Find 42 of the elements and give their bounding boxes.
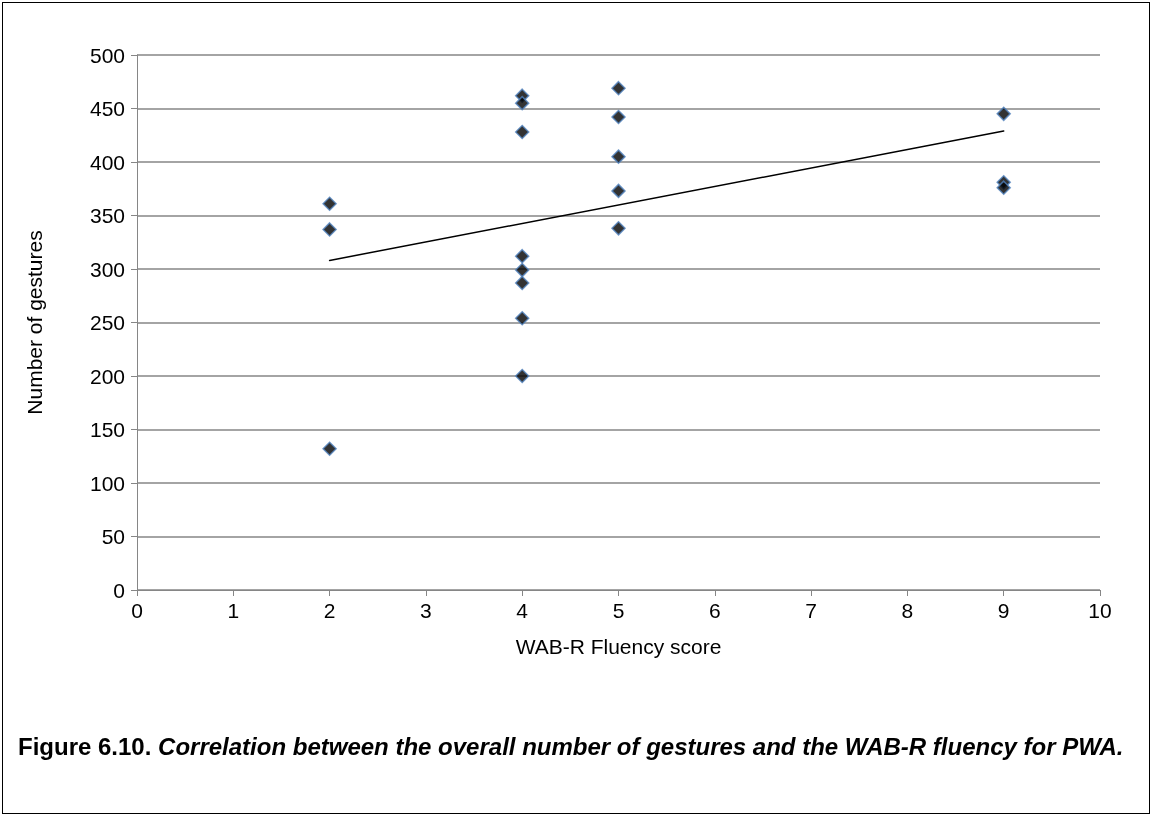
x-tick-label: 5 — [612, 599, 625, 622]
y-tick-label: 400 — [89, 150, 125, 174]
point — [514, 248, 530, 264]
point — [514, 368, 530, 384]
y-tick-label: 200 — [89, 364, 125, 388]
y-tick-label: 300 — [89, 257, 125, 281]
point — [611, 80, 626, 96]
y-tick-label: 450 — [89, 97, 125, 120]
point — [996, 180, 1011, 195]
point — [322, 196, 337, 211]
y-axis-title: Number of gestures — [23, 230, 46, 415]
x-tick-label: 4 — [516, 599, 529, 622]
x-axis-title: WAB-R Fluency score — [515, 635, 722, 658]
y-tick-label: 500 — [89, 43, 125, 67]
x-tick-label: 2 — [323, 599, 336, 622]
point — [322, 222, 337, 237]
point — [611, 221, 626, 236]
y-tick-label: 0 — [113, 578, 125, 602]
x-tick-label: 1 — [227, 599, 240, 622]
y-tick-label: 150 — [89, 418, 125, 441]
y-tick-label: 50 — [101, 525, 125, 548]
point — [611, 149, 626, 164]
point — [514, 124, 530, 140]
x-tick-label: 0 — [131, 599, 143, 622]
point — [611, 109, 626, 125]
x-tick-label: 9 — [997, 599, 1010, 622]
x-tick-label: 7 — [805, 599, 817, 622]
x-tick-label: 6 — [708, 599, 721, 622]
x-tick-label: 8 — [901, 599, 914, 622]
point — [514, 310, 530, 326]
point — [611, 183, 626, 199]
text: Figure 6.10. Correlation between the overall number of gestures and the WAB-R fluency for PWA. — [18, 733, 1124, 760]
point — [996, 106, 1011, 122]
point — [514, 95, 530, 111]
x-tick-label: 3 — [420, 599, 432, 622]
point — [514, 262, 530, 278]
point — [514, 275, 530, 291]
y-tick-label: 100 — [89, 471, 125, 495]
y-tick-label: 350 — [89, 204, 125, 227]
x-tick-label: 10 — [1088, 599, 1112, 622]
point — [322, 441, 337, 457]
y-tick-label: 250 — [89, 311, 125, 334]
